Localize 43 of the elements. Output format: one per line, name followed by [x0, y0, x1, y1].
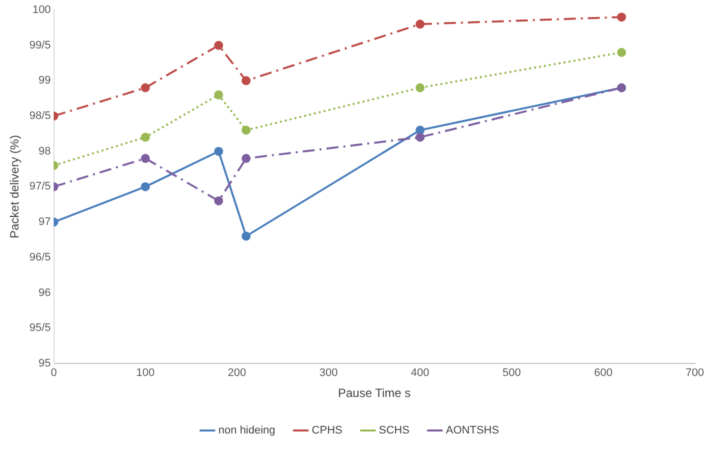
y-tick-label: 97/5	[29, 180, 51, 193]
point	[416, 132, 425, 142]
x-tick-label: 600	[594, 367, 612, 380]
y-tick-label: 98/5	[29, 110, 51, 122]
point	[416, 126, 425, 135]
y-tick-label: 95	[38, 357, 51, 370]
point	[140, 154, 150, 163]
point	[214, 90, 224, 100]
point	[214, 146, 224, 156]
point	[242, 154, 251, 163]
legend-label: CPHS	[312, 424, 342, 437]
y-tick-label: 97	[38, 216, 51, 228]
y-tick-label: 99/5	[29, 39, 51, 52]
y-tick-label: 98	[38, 145, 51, 158]
x-tick-label: 400	[410, 367, 430, 380]
point	[140, 83, 150, 92]
x-axis-title: Pause Time s	[338, 386, 411, 400]
point	[214, 40, 224, 50]
x-tick-label: 300	[319, 367, 338, 380]
x-tick-label: 200	[228, 367, 246, 380]
point	[416, 83, 425, 92]
point	[140, 182, 150, 192]
y-tick-label: 96	[38, 286, 51, 299]
y-tick-label: 96/5	[29, 251, 51, 264]
point	[140, 132, 150, 142]
y-axis-title: Packet delivery (%)	[8, 135, 22, 238]
x-tick-label: 100	[136, 367, 155, 380]
point	[242, 232, 251, 241]
y-tick-label: 100	[32, 4, 51, 16]
x-tick-label: 0	[50, 367, 57, 380]
point	[416, 20, 425, 29]
y-tick-label: 95/5	[29, 322, 51, 334]
point	[617, 12, 626, 22]
point	[242, 126, 251, 135]
legend-label: SCHS	[378, 424, 410, 437]
legend-label: AONTSHS	[446, 424, 500, 437]
point	[214, 196, 224, 206]
point	[242, 76, 251, 86]
x-tick-label: 700	[686, 367, 704, 380]
legend-label: non hideing	[218, 424, 276, 437]
x-tick-label: 500	[502, 367, 521, 380]
point	[617, 48, 626, 57]
y-tick-label: 99	[38, 74, 51, 87]
